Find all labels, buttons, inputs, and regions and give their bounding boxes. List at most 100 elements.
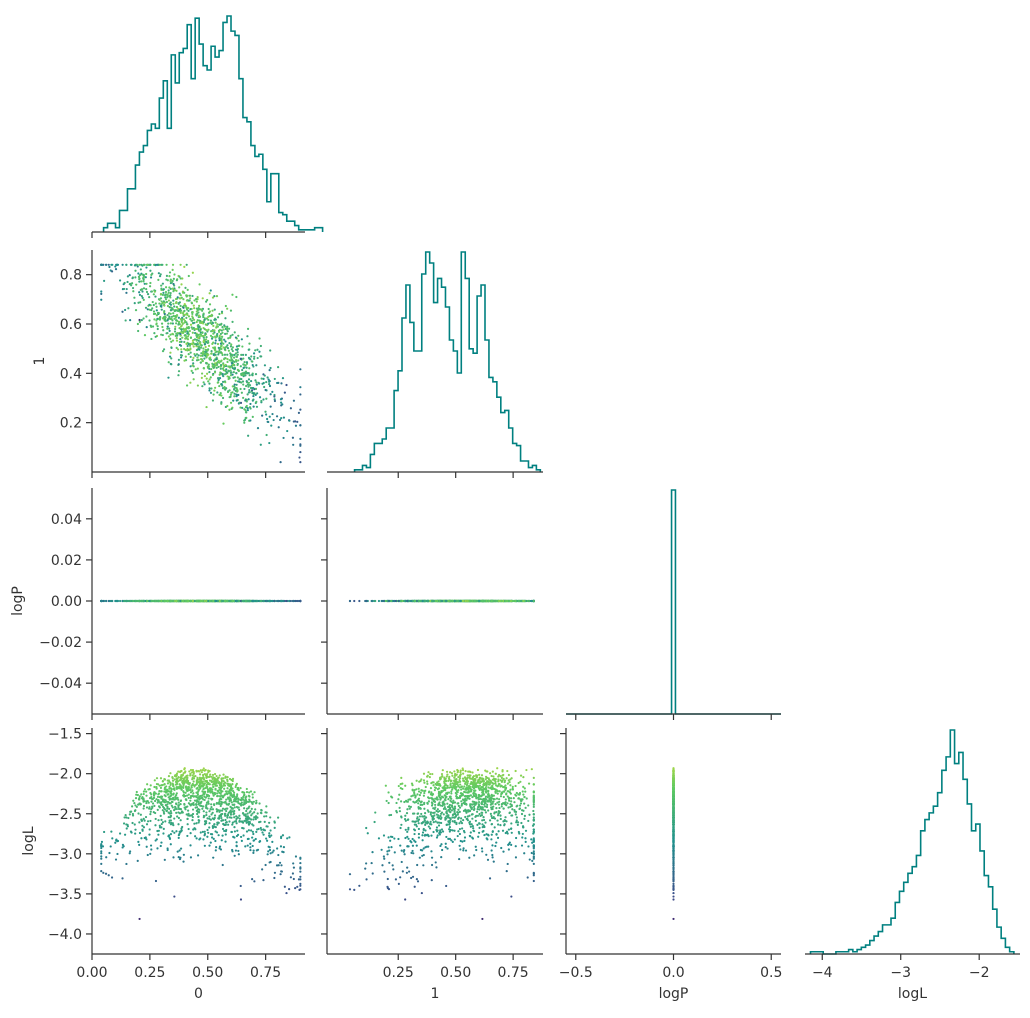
- scatter-point: [269, 816, 272, 819]
- scatter-point: [140, 294, 143, 298]
- scatter-point: [180, 350, 183, 354]
- scatter-point: [252, 398, 255, 401]
- scatter-point: [200, 372, 204, 375]
- scatter-point: [475, 599, 478, 603]
- scatter-point: [145, 272, 148, 276]
- scatter-point: [154, 335, 157, 338]
- scatter-point: [235, 372, 238, 375]
- scatter-point: [267, 378, 270, 381]
- scatter-point: [177, 358, 181, 361]
- scatter-point: [169, 291, 172, 295]
- scatter-point: [123, 599, 126, 603]
- scatter-point: [140, 263, 143, 266]
- scatter-point: [149, 784, 152, 787]
- scatter-point: [199, 831, 202, 834]
- scatter-point: [166, 304, 170, 308]
- scatter-point: [244, 418, 247, 421]
- scatter-point: [203, 383, 206, 386]
- scatter-point: [167, 376, 170, 379]
- scatter-point: [100, 292, 103, 295]
- scatter-point: [214, 321, 217, 324]
- scatter-point: [114, 858, 118, 861]
- scatter-point: [240, 381, 243, 384]
- scatter-point: [181, 316, 184, 319]
- scatter-point: [234, 352, 238, 355]
- scatter-point: [208, 810, 211, 813]
- scatter-point: [247, 434, 250, 437]
- scatter-point: [231, 823, 234, 826]
- scatter-point: [507, 599, 511, 603]
- scatter-point: [155, 314, 159, 317]
- scatter-point: [292, 443, 295, 446]
- scatter-point: [171, 307, 174, 310]
- scatter-point: [220, 345, 223, 348]
- scatter-point: [178, 849, 181, 852]
- scatter-point: [216, 792, 219, 795]
- scatter-point: [254, 387, 258, 390]
- scatter-point: [239, 365, 242, 368]
- scatter-point: [196, 599, 199, 603]
- scatter-point: [186, 288, 189, 291]
- scatter-point: [105, 263, 108, 266]
- scatter-point: [165, 278, 168, 281]
- scatter-point: [188, 294, 192, 297]
- scatter-point: [202, 347, 205, 350]
- scatter-point: [160, 300, 163, 303]
- scatter-point: [218, 348, 221, 352]
- scatter-point: [280, 382, 283, 385]
- scatter-point: [459, 599, 462, 603]
- scatter-0-vs-logL: [100, 767, 302, 921]
- scatter-point: [267, 845, 270, 848]
- scatter-point: [210, 836, 214, 839]
- scatter-point: [192, 828, 195, 831]
- scatter-point: [201, 385, 204, 388]
- scatter-point: [421, 599, 424, 603]
- scatter-point: [100, 290, 103, 293]
- scatter-point: [136, 322, 139, 326]
- scatter-point: [249, 848, 252, 852]
- scatter-point: [141, 290, 144, 293]
- scatter-point: [191, 599, 194, 603]
- scatter-point: [226, 390, 230, 394]
- scatter-point: [140, 319, 143, 322]
- scatter-point: [233, 392, 236, 395]
- scatter-point: [149, 844, 153, 847]
- scatter-point: [236, 380, 240, 383]
- scatter-point: [166, 807, 169, 810]
- scatter-point: [168, 802, 171, 805]
- scatter-point: [161, 325, 164, 329]
- scatter-point: [248, 374, 251, 377]
- scatter-point: [220, 310, 224, 313]
- scatter-point: [282, 599, 285, 603]
- scatter-point: [138, 318, 141, 322]
- scatter-point: [162, 812, 166, 815]
- scatter-point: [235, 387, 238, 390]
- scatter-point: [225, 828, 228, 832]
- scatter-point: [192, 356, 195, 359]
- scatter-point: [148, 285, 152, 288]
- scatter-point: [208, 292, 211, 295]
- scatter-point: [142, 278, 145, 281]
- scatter-point: [213, 366, 216, 369]
- scatter-point: [235, 295, 238, 299]
- scatter-point: [195, 343, 198, 346]
- scatter-point: [149, 263, 152, 266]
- scatter-point: [163, 309, 166, 313]
- scatter-point: [242, 366, 245, 370]
- scatter-point: [189, 381, 192, 384]
- scatter-point: [207, 341, 210, 344]
- scatter-point: [169, 312, 172, 315]
- scatter-point: [160, 826, 163, 829]
- scatter-point: [247, 356, 251, 359]
- scatter-point: [256, 392, 259, 395]
- scatter-point: [427, 599, 430, 603]
- scatter-point: [170, 346, 173, 349]
- scatter-point: [158, 275, 162, 278]
- scatter-point: [213, 371, 217, 374]
- scatter-point: [239, 787, 242, 790]
- scatter-point: [203, 599, 207, 603]
- scatter-point: [221, 326, 224, 329]
- scatter-point: [183, 309, 186, 312]
- scatter-point: [163, 858, 166, 861]
- scatter-point: [239, 798, 242, 802]
